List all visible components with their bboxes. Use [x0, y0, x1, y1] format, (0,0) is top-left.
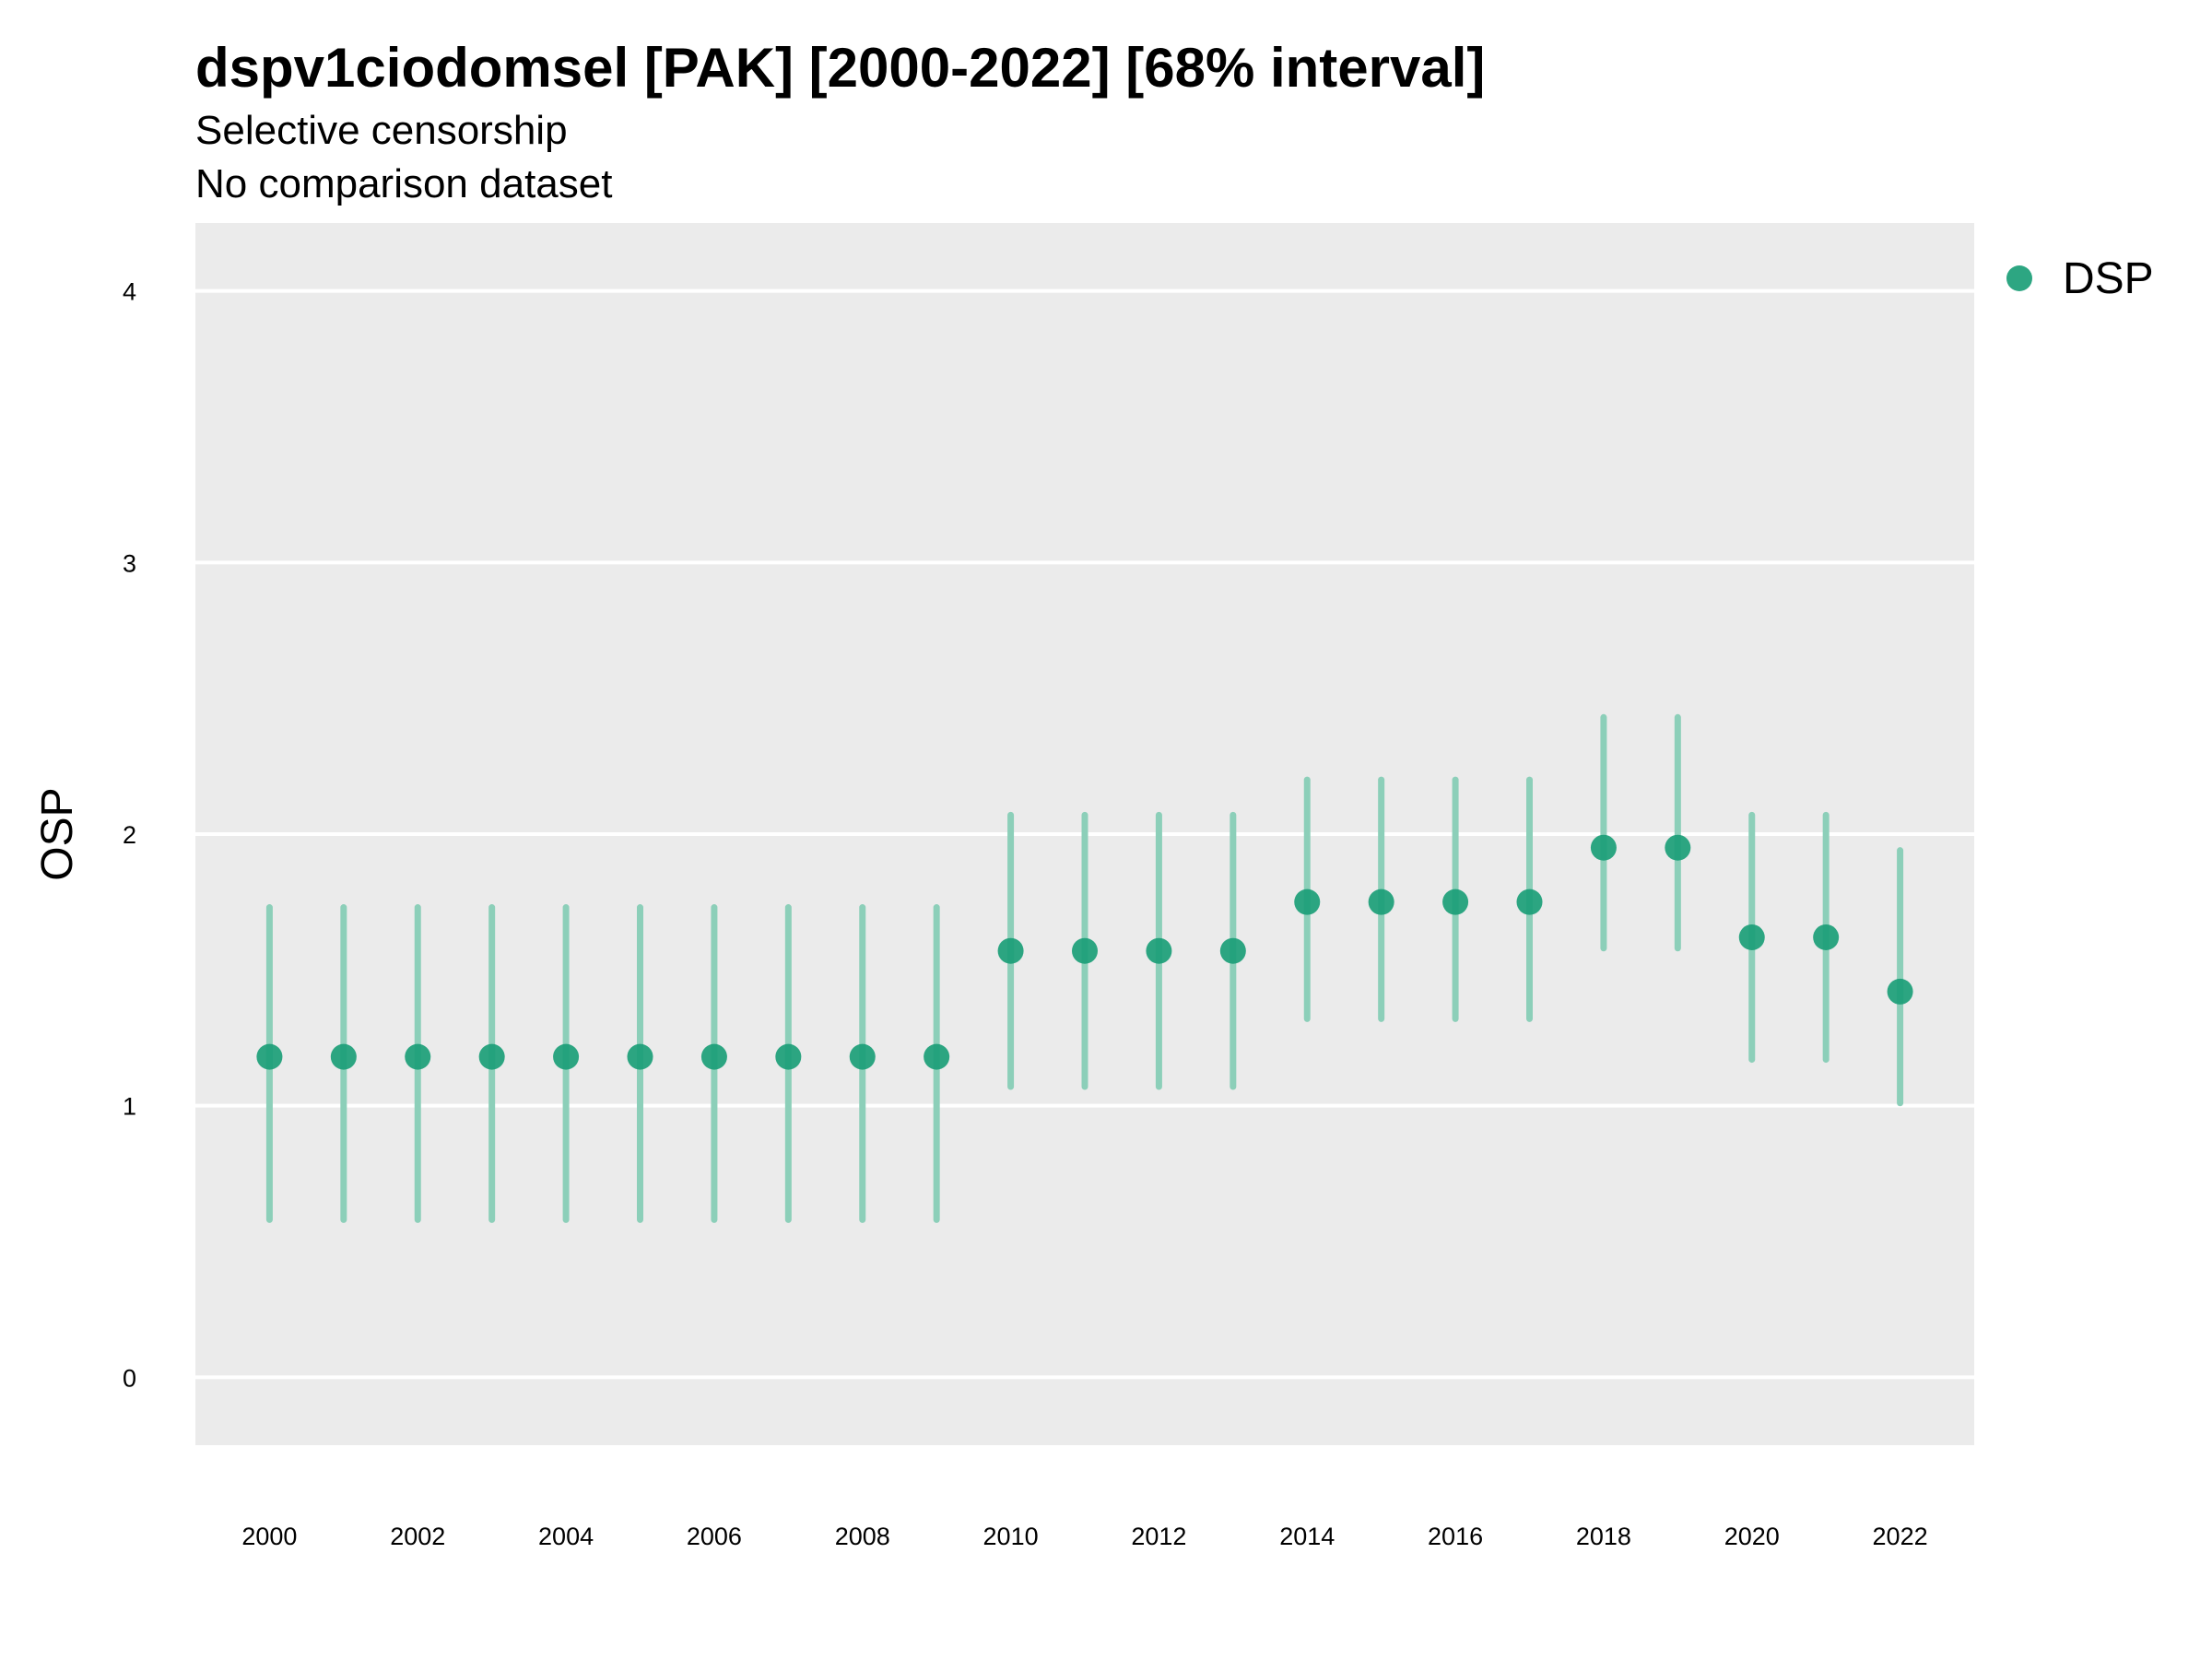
chart-subtitle-2: No comparison dataset: [195, 161, 612, 206]
x-tick-label: 2018: [1576, 1523, 1631, 1550]
chart-subtitle-1: Selective censorship: [195, 108, 568, 153]
data-point: [775, 1043, 802, 1070]
data-point: [1219, 937, 1246, 964]
x-tick-label: 2010: [983, 1523, 1039, 1550]
x-tick-label: 2004: [538, 1523, 594, 1550]
y-axis-title: OSP: [33, 787, 82, 880]
y-tick-label: 2: [123, 821, 136, 849]
data-point: [478, 1043, 505, 1070]
data-point: [256, 1043, 283, 1070]
data-point: [1590, 834, 1617, 861]
y-tick-label: 0: [123, 1364, 136, 1392]
data-point: [627, 1043, 653, 1070]
x-tick-label: 2022: [1873, 1523, 1928, 1550]
data-point: [997, 937, 1024, 964]
y-tick-label: 1: [123, 1093, 136, 1121]
x-tick-label: 2002: [390, 1523, 445, 1550]
x-tick-label: 2008: [835, 1523, 890, 1550]
data-point: [700, 1043, 727, 1070]
data-point: [1738, 924, 1765, 950]
data-points: [256, 834, 1913, 1070]
x-tick-label: 2012: [1131, 1523, 1186, 1550]
data-point: [1072, 937, 1098, 964]
data-point: [1442, 888, 1469, 915]
data-point: [1146, 937, 1172, 964]
legend: DSP: [2006, 254, 2154, 303]
x-tick-label: 2016: [1428, 1523, 1483, 1550]
legend-label-dsp: DSP: [2063, 254, 2154, 303]
chart-title: dspv1ciodomsel [PAK] [2000-2022] [68% in…: [195, 37, 1485, 99]
data-point: [1813, 924, 1840, 950]
legend-marker: [2006, 265, 2032, 291]
data-point: [330, 1043, 357, 1070]
y-tick-label: 3: [123, 549, 136, 577]
data-point: [1887, 978, 1913, 1005]
y-tick-label: 4: [123, 278, 136, 306]
data-point: [924, 1043, 950, 1070]
x-tick-label: 2000: [241, 1523, 297, 1550]
data-point: [1368, 888, 1394, 915]
x-tick-label: 2006: [687, 1523, 742, 1550]
y-axis-ticks: 0 1 2 3 4: [123, 278, 136, 1393]
data-point: [1665, 834, 1691, 861]
data-point: [405, 1043, 431, 1070]
x-axis-ticks: 2000 2002 2004 2006 2008 2010 2012 2014 2016 2018…: [241, 1523, 1927, 1550]
data-point: [849, 1043, 876, 1070]
x-tick-label: 2020: [1724, 1523, 1780, 1550]
x-tick-label: 2014: [1279, 1523, 1335, 1550]
data-point: [1294, 888, 1321, 915]
data-point: [553, 1043, 580, 1070]
data-point: [1516, 888, 1543, 915]
